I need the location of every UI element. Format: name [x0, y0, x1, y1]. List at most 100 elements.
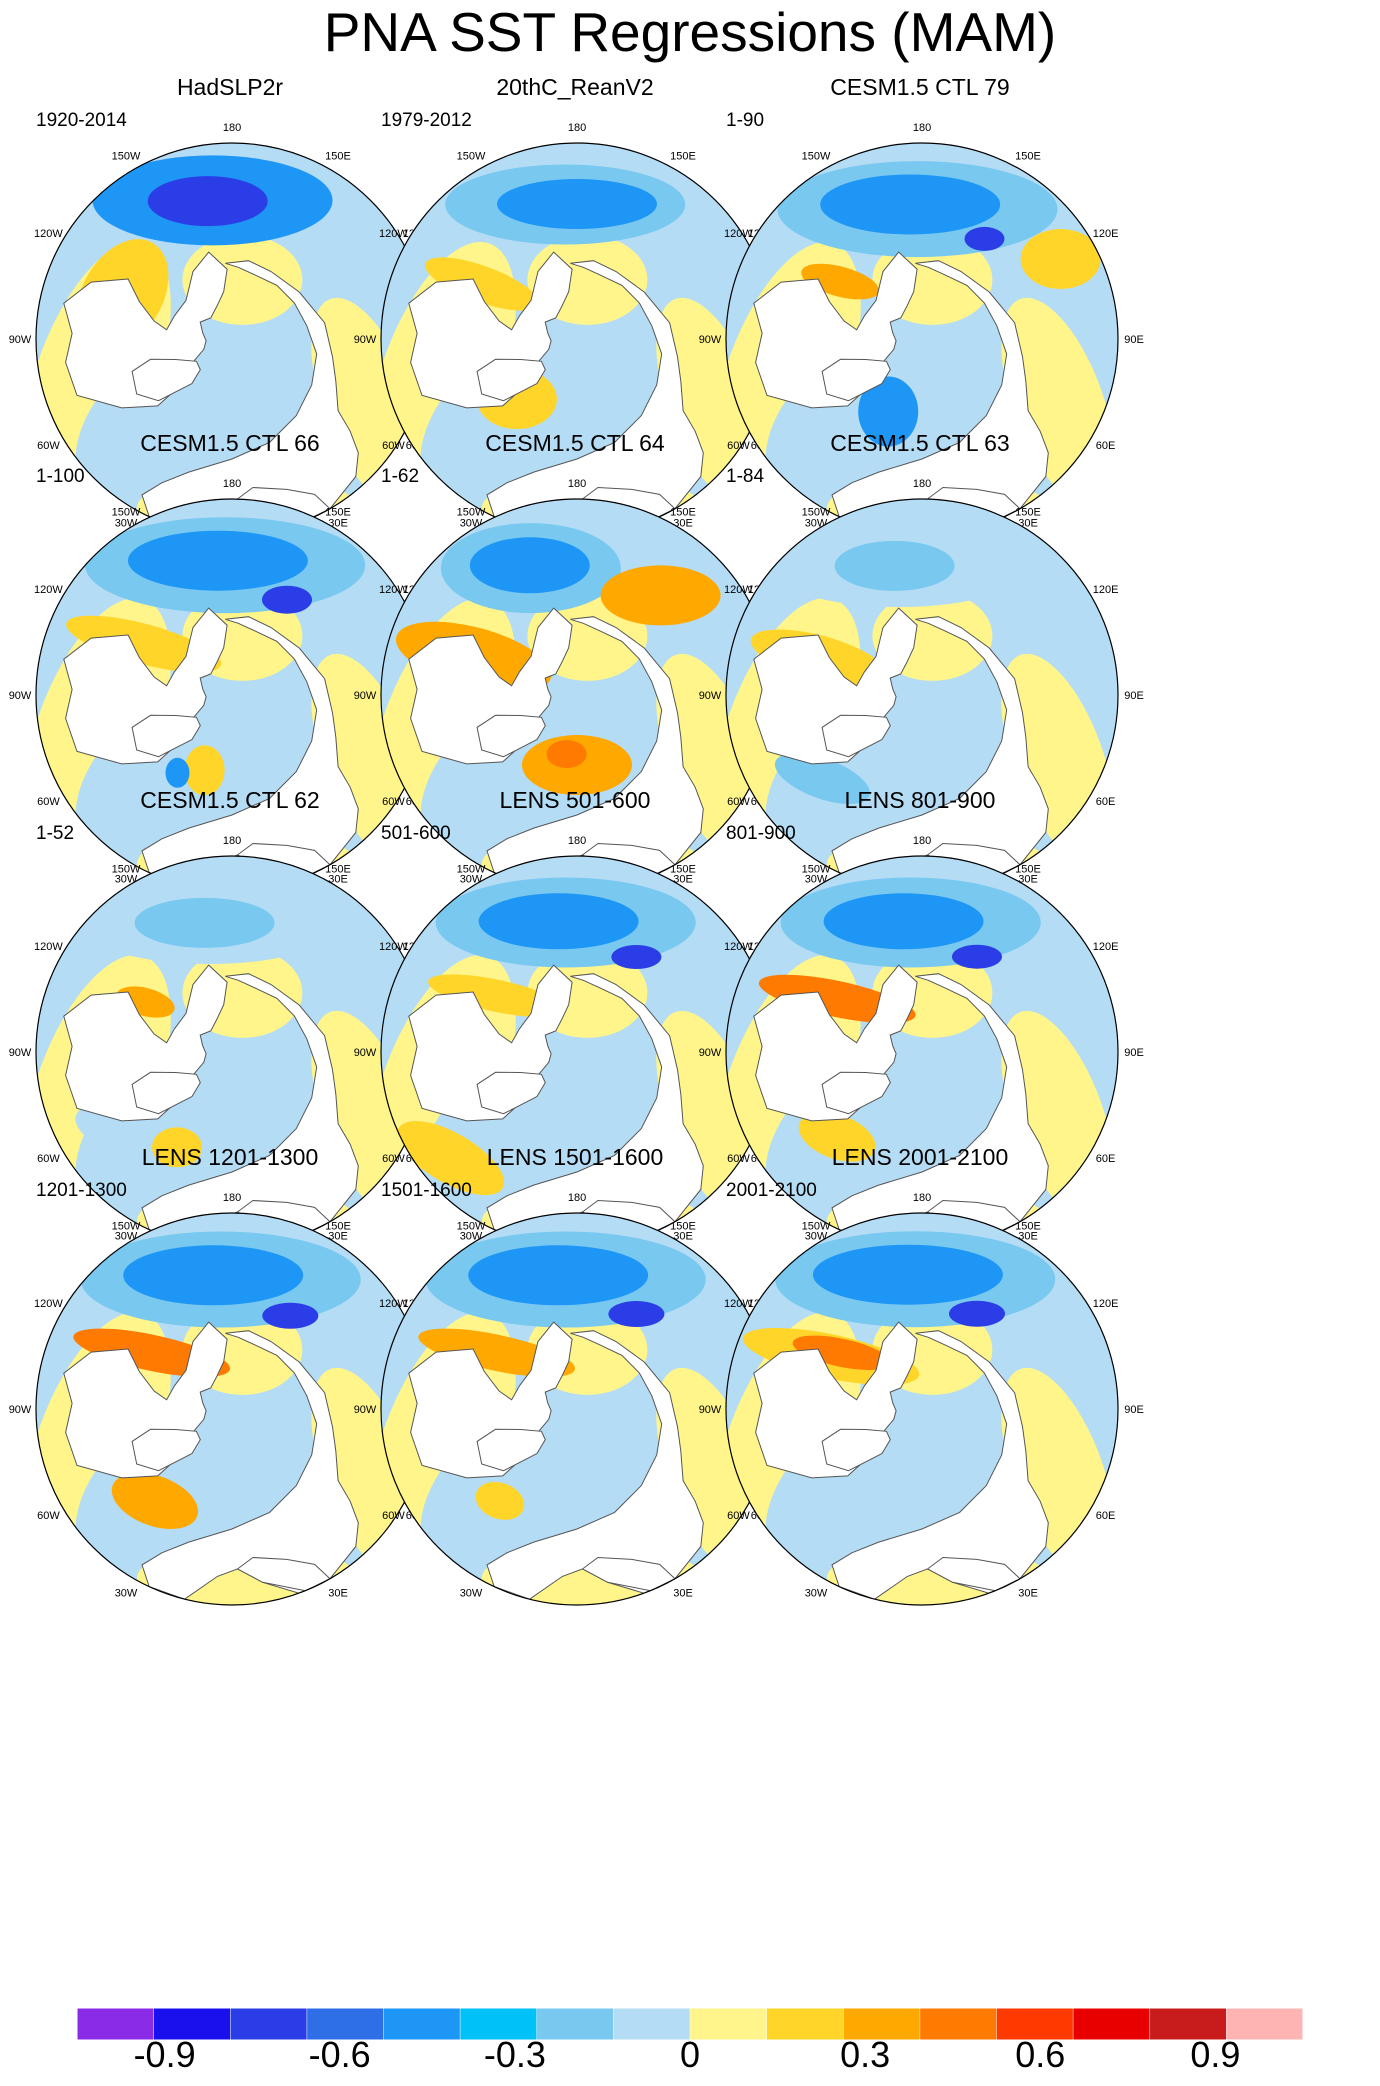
map-panel: CESM1.5 CTL 62180150E120E90E60E30E030W60…: [0, 787, 460, 1257]
colorbar-swatch: [1072, 2007, 1151, 2041]
longitude-label: 180: [223, 835, 241, 847]
longitude-label: 60W: [382, 1510, 405, 1522]
landmass: [821, 358, 891, 402]
longitude-label: 60W: [727, 796, 750, 808]
panel-title: HadSLP2r: [176, 74, 284, 100]
map-panel: CESM1.5 CTL 63180150E120E90E60E30E030W60…: [690, 430, 1150, 900]
colorbar-swatch: [383, 2007, 461, 2041]
colorbar-tick-label: -0.9: [133, 2034, 196, 2075]
anomaly-contour: [123, 1245, 304, 1306]
colorbar-swatch: [1226, 2007, 1304, 2041]
colorbar-tick-label: 0.9: [1190, 2034, 1241, 2075]
longitude-label: 150E: [670, 1220, 696, 1232]
longitude-label: 150W: [457, 863, 486, 875]
longitude-label: 30W: [460, 1588, 483, 1600]
longitude-label: 90W: [699, 334, 722, 346]
map-panel: 20thC_ReanV2180150E120E90E60E30E030W60W9…: [345, 74, 805, 544]
colorbar-frame: [76, 2007, 1304, 2041]
panel-period: 1-62: [381, 466, 420, 487]
longitude-label: 180: [568, 478, 586, 490]
longitude-label: 30E: [328, 874, 348, 886]
longitude-label: 90W: [699, 1404, 722, 1416]
longitude-label: 120W: [379, 584, 408, 596]
colorbar-swatch: [689, 2007, 768, 2041]
longitude-label: 60W: [727, 1153, 750, 1165]
panel-title: 20thC_ReanV2: [496, 74, 654, 100]
longitude-label: 180: [568, 122, 586, 134]
map-panel: LENS 801-900180150E120E90E60E30E030W60W9…: [690, 787, 1150, 1257]
longitude-label: 90W: [9, 1047, 32, 1059]
colorbar-tick-label: 0: [679, 2034, 701, 2075]
panel-title: LENS 1201-1300: [141, 1144, 319, 1170]
longitude-label: 30E: [673, 1231, 693, 1243]
colorbar-tick-label: 0.6: [1015, 2034, 1066, 2075]
longitude-label: 150E: [325, 506, 351, 518]
longitude-label: 90W: [354, 1047, 377, 1059]
landmass: [926, 1556, 1021, 1592]
anomaly-contour: [134, 897, 275, 948]
panel-title: LENS 1501-1600: [486, 1144, 664, 1170]
colorbar-tick-label: -0.3: [483, 2034, 546, 2075]
polar-stereographic-map: 180150E120E90E60E30E030W60W90W120W150W: [9, 1192, 454, 1606]
longitude-label: 180: [913, 122, 931, 134]
anomaly-contour: [812, 1244, 1003, 1305]
landmass: [821, 714, 891, 758]
longitude-label: 150E: [670, 150, 696, 162]
colorbar-swatch: [306, 2007, 385, 2041]
anomaly-contour: [262, 1302, 319, 1329]
landmass: [131, 714, 201, 758]
longitude-label: 60W: [382, 1153, 405, 1165]
anomaly-contour: [858, 376, 919, 447]
anomaly-contour: [127, 530, 308, 591]
landmass: [476, 1428, 546, 1472]
map-body: 180150E120E90E60E30E030W60W90W120W150W: [699, 122, 1144, 536]
longitude-label: 90W: [354, 1404, 377, 1416]
longitude-label: 90E: [1124, 334, 1144, 346]
longitude-label: 90W: [9, 334, 32, 346]
longitude-label: 30E: [1018, 874, 1038, 886]
polar-stereographic-map: 180150E120E90E60E30E030W60W90W120W150W: [699, 478, 1144, 892]
anomaly-contour: [397, 1121, 505, 1196]
landmass: [141, 1330, 359, 1600]
anomaly-contour: [111, 1472, 199, 1529]
longitude-label: 30W: [805, 1588, 828, 1600]
longitude-label: 60W: [37, 1153, 60, 1165]
anomaly-contour: [600, 565, 721, 626]
landmass: [581, 1556, 676, 1592]
landmass: [821, 1428, 891, 1472]
longitude-label: 150W: [802, 1220, 831, 1232]
longitude-label: 150W: [802, 506, 831, 518]
longitude-label: 180: [568, 1192, 586, 1204]
polar-stereographic-map: 180150E120E90E60E30E030W60W90W120W150W: [699, 122, 1144, 536]
panel-period: 1-84: [726, 466, 765, 487]
longitude-label: 120W: [34, 584, 63, 596]
longitude-label: 150W: [457, 150, 486, 162]
longitude-label: 120W: [379, 941, 408, 953]
map-body: 180150E120E90E60E30E030W60W90W120W150W: [699, 1192, 1144, 1606]
longitude-label: 90E: [1124, 1404, 1144, 1416]
longitude-label: 150W: [802, 863, 831, 875]
longitude-label: 90W: [9, 1404, 32, 1416]
polar-stereographic-map: 180150E120E90E60E30E030W60W90W120W150W: [699, 1192, 1144, 1606]
panel-title: CESM1.5 CTL 64: [485, 430, 665, 456]
panel-title: LENS 501-600: [499, 787, 651, 813]
longitude-label: 30W: [805, 1231, 828, 1243]
anomaly-contour: [1020, 229, 1101, 289]
longitude-label: 60E: [1096, 796, 1116, 808]
anomaly-contour: [611, 945, 662, 969]
longitude-label: 90W: [9, 690, 32, 702]
panel-title: CESM1.5 CTL 79: [830, 74, 1010, 100]
anomaly-contour: [774, 753, 870, 805]
anomaly-contour: [468, 1245, 649, 1306]
longitude-label: 30W: [115, 1588, 138, 1600]
anomaly-contour: [66, 615, 222, 673]
longitude-label: 150E: [1015, 1220, 1041, 1232]
longitude-label: 60E: [1096, 1153, 1116, 1165]
longitude-label: 150E: [1015, 150, 1041, 162]
longitude-label: 120W: [724, 584, 753, 596]
longitude-label: 180: [223, 478, 241, 490]
longitude-label: 150E: [325, 863, 351, 875]
map-boundary: [725, 1212, 1119, 1606]
map-panel: LENS 1201-1300180150E120E90E60E30E030W60…: [0, 1144, 460, 1614]
panel-period: 1-100: [36, 466, 85, 487]
